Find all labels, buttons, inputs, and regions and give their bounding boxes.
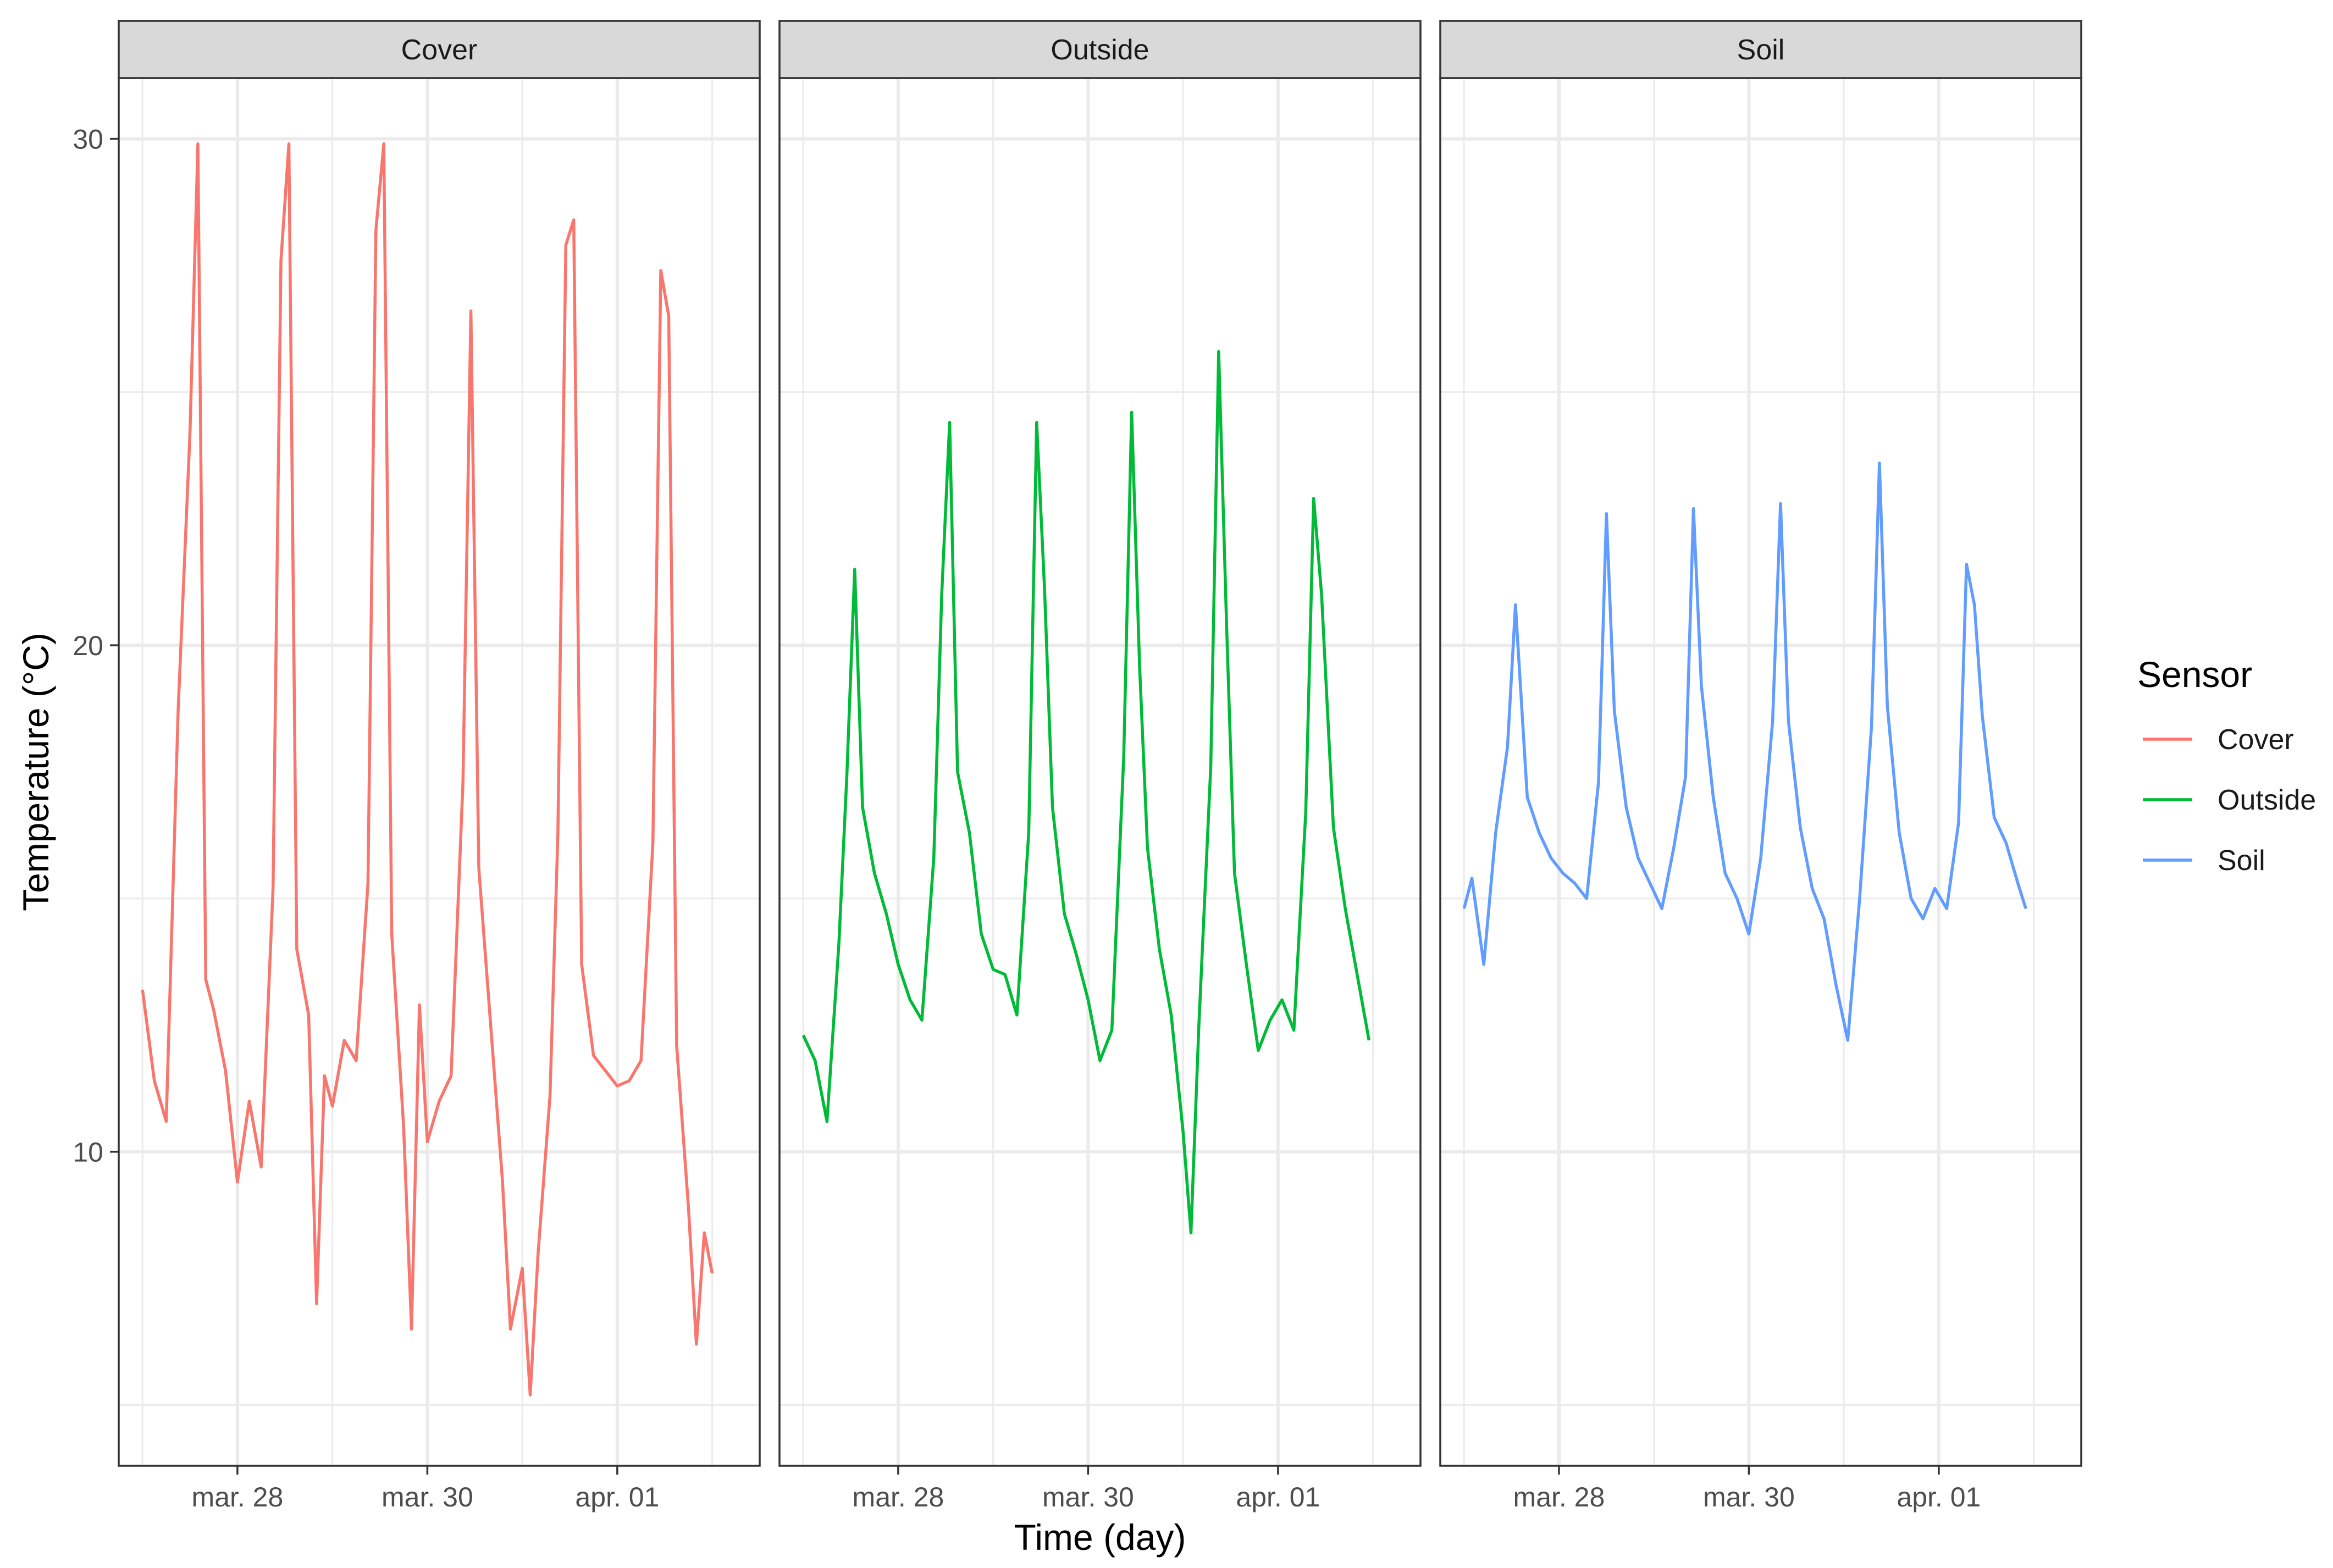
- series-line-soil: [1462, 461, 2027, 1042]
- y-axis-title: Temperature (°C): [15, 633, 56, 911]
- x-tick-label: mar. 28: [1513, 1482, 1605, 1512]
- y-tick-label: 20: [73, 630, 103, 661]
- panel-soil: Soil mar. 28 mar. 30 apr. 01: [1439, 20, 2082, 1512]
- legend-label: Cover: [2218, 724, 2294, 756]
- strip-background: [1439, 20, 2082, 79]
- panel-cover: Cover mar. 28 mar. 30 apr. 01: [118, 20, 761, 1512]
- legend-item-cover: Cover: [2143, 724, 2294, 756]
- strip-label: Cover: [401, 34, 478, 66]
- x-tick-label: mar. 28: [853, 1482, 944, 1512]
- series-line-outside: [801, 350, 1371, 1234]
- x-tick-label: mar. 28: [192, 1482, 284, 1512]
- legend-label: Outside: [2218, 784, 2316, 816]
- panel-background: [1440, 78, 2081, 1466]
- legend: Sensor Cover Outside Soil: [2137, 654, 2316, 877]
- legend-item-soil: Soil: [2143, 845, 2265, 877]
- x-tick-label: mar. 30: [1703, 1482, 1795, 1512]
- legend-item-outside: Outside: [2143, 784, 2316, 816]
- strip-label: Soil: [1737, 34, 1785, 66]
- strip-background: [778, 20, 1422, 79]
- panel-outside: Outside mar. 28 mar. 30 apr. 01: [778, 20, 1422, 1512]
- strip-background: [118, 20, 761, 79]
- x-tick-label: mar. 30: [1042, 1482, 1134, 1512]
- y-tick-label: 10: [73, 1137, 103, 1168]
- x-tick-label: apr. 01: [1897, 1482, 1981, 1512]
- x-tick-label: mar. 30: [382, 1482, 473, 1512]
- panel-background: [779, 78, 1420, 1466]
- series-line-cover: [141, 142, 714, 1397]
- x-axis-title: Time (day): [1014, 1517, 1186, 1558]
- strip-label: Outside: [1051, 34, 1149, 66]
- x-tick-label: apr. 01: [575, 1482, 659, 1512]
- x-tick-label: apr. 01: [1236, 1482, 1320, 1512]
- y-tick-label: 30: [73, 124, 103, 155]
- legend-title: Sensor: [2137, 654, 2252, 695]
- legend-label: Soil: [2218, 845, 2265, 877]
